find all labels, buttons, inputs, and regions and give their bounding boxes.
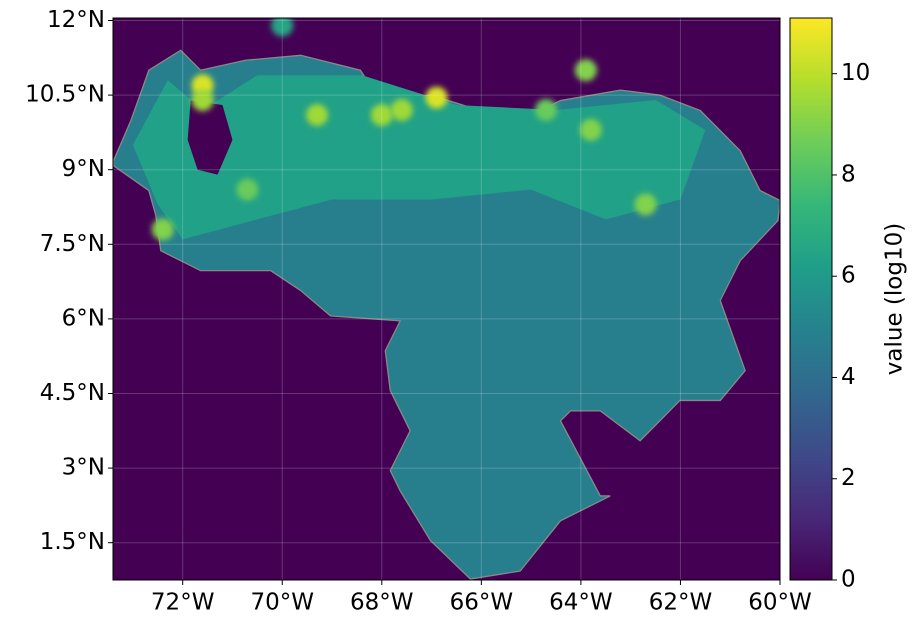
y-tick-label: 1.5°N xyxy=(40,529,105,555)
hotspot xyxy=(236,178,259,201)
region xyxy=(187,100,233,175)
x-tick-label: 66°W xyxy=(450,590,514,616)
hotspot xyxy=(579,118,602,141)
region xyxy=(132,75,706,240)
hotspot xyxy=(306,103,329,126)
colorbar-tick-label: 4 xyxy=(841,364,856,390)
plot-frame xyxy=(112,17,781,581)
hotspot xyxy=(574,59,597,82)
hotspot xyxy=(370,103,393,126)
y-tick-label: 6°N xyxy=(62,305,105,331)
x-tick-label: 70°W xyxy=(250,590,314,616)
plot xyxy=(113,18,780,580)
colorbar-label: value (log10) xyxy=(882,223,908,375)
colorbar-tick-label: 2 xyxy=(841,465,856,491)
x-tick-label: 64°W xyxy=(549,590,613,616)
hotspot xyxy=(634,193,657,216)
colorbar-tick-label: 6 xyxy=(841,263,856,289)
colorbar-tick-label: 8 xyxy=(841,161,856,187)
hotspot xyxy=(151,218,174,241)
hotspot xyxy=(271,18,294,37)
hotspot xyxy=(191,89,214,112)
hotspot xyxy=(535,99,558,122)
hotspot xyxy=(390,99,413,122)
y-tick-label: 3°N xyxy=(62,455,105,481)
y-tick-label: 7.5°N xyxy=(40,231,105,257)
x-tick-label: 68°W xyxy=(350,590,414,616)
hotspot xyxy=(425,86,448,109)
x-tick-label: 72°W xyxy=(151,590,215,616)
colorbar-tick-label: 0 xyxy=(841,567,856,593)
y-tick-label: 4.5°N xyxy=(40,380,105,406)
x-tick-label: 60°W xyxy=(748,590,812,616)
y-tick-label: 12°N xyxy=(47,7,105,33)
y-tick-label: 10.5°N xyxy=(25,82,105,108)
colorbar xyxy=(789,17,833,581)
colorbar-tick-label: 10 xyxy=(841,60,870,86)
x-tick-label: 62°W xyxy=(649,590,713,616)
y-tick-label: 9°N xyxy=(62,156,105,182)
